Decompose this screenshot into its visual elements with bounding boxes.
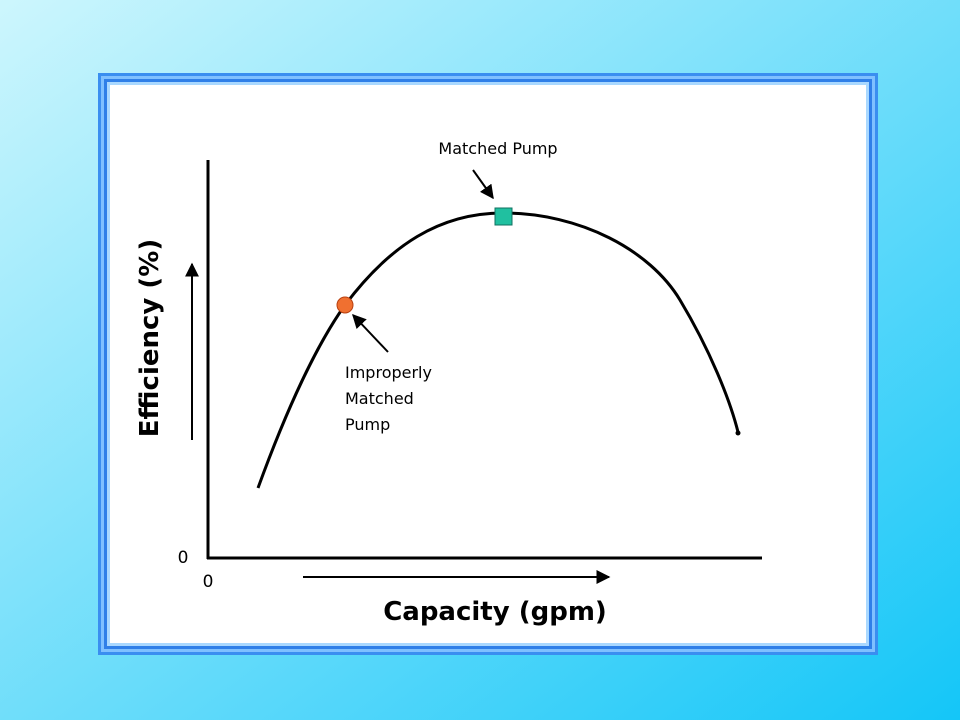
- improper-point: [336, 296, 354, 314]
- curve-end: [735, 430, 741, 436]
- y-axis-title: Efficiency (%): [135, 239, 165, 437]
- annotation: Matched: [345, 389, 414, 408]
- matched-point: [494, 207, 513, 226]
- matched-arrow: [472, 169, 494, 200]
- improper-arrow: [352, 313, 389, 353]
- annotation: Matched Pump: [438, 139, 557, 158]
- x-axis-title: Capacity (gpm): [383, 597, 607, 627]
- frame: [98, 73, 878, 655]
- y-origin-label: 0: [178, 548, 189, 568]
- axes: [185, 160, 762, 584]
- x-origin-label: 0: [203, 572, 214, 592]
- annotation: Pump: [345, 415, 390, 434]
- annotation: Improperly: [345, 363, 432, 382]
